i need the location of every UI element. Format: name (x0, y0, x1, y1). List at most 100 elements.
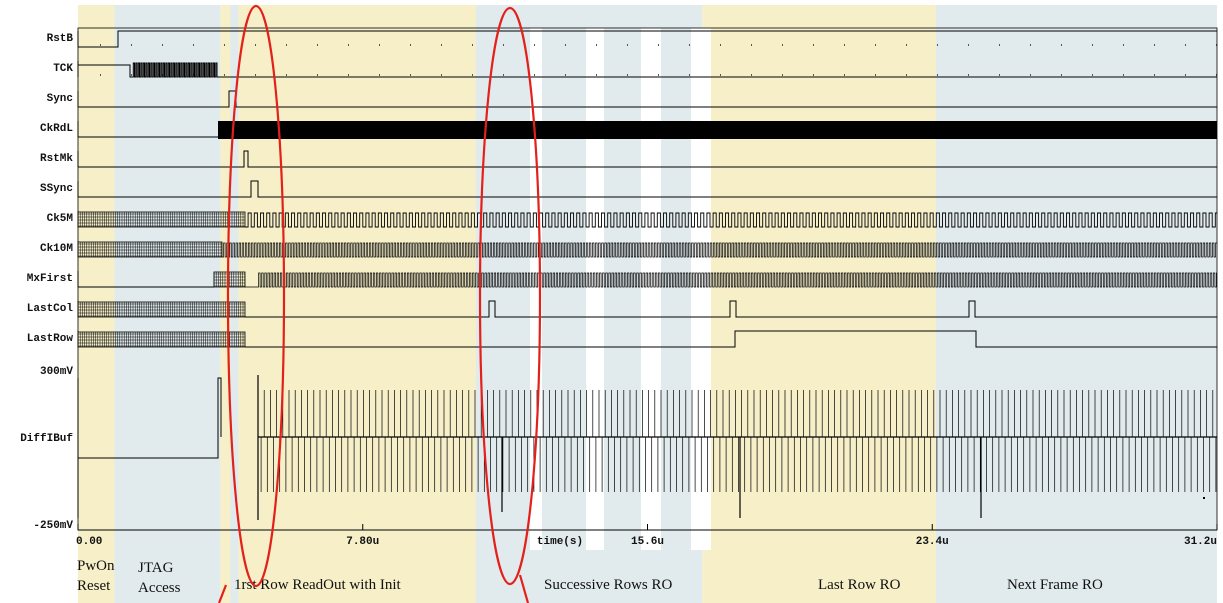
trace-diffibuf-dot (1203, 497, 1205, 499)
reference-dot (751, 44, 752, 46)
reference-dot (1061, 74, 1062, 76)
signal-label-mxfirst: MxFirst (27, 273, 73, 285)
highlight-ellipse-row-transition (478, 6, 542, 586)
trace-diffibuf-init (78, 377, 222, 459)
reference-dot (472, 74, 473, 76)
reference-dot (689, 44, 690, 46)
reference-dot (255, 44, 256, 46)
reference-dot (1061, 44, 1062, 46)
trace-lastcol-undefined (77, 301, 246, 318)
white-column-0 (530, 28, 542, 550)
reference-dot (317, 74, 318, 76)
reference-dots (100, 74, 1217, 76)
reference-dot (348, 74, 349, 76)
reference-dot (1123, 74, 1124, 76)
reference-dot (1092, 44, 1093, 46)
analog-signal-label: DiffIBuf (20, 433, 73, 445)
reference-dot (875, 44, 876, 46)
reference-dot (100, 44, 101, 46)
reference-dot (255, 74, 256, 76)
phase-band-2 (220, 5, 476, 603)
reference-dots (100, 44, 1217, 46)
reference-dot (596, 44, 597, 46)
time-axis: time(s) 0.00 7.80u 15.6u 23.4u 31.2u (76, 27, 1218, 548)
reference-dot (844, 74, 845, 76)
reference-dot (782, 74, 783, 76)
reference-dot (1030, 74, 1031, 76)
reference-dot (658, 44, 659, 46)
time-axis-unit: time(s) (537, 536, 583, 548)
white-column-2 (641, 28, 661, 550)
reference-dot (906, 44, 907, 46)
trace-rstmk (78, 150, 1217, 168)
reference-dot (968, 74, 969, 76)
trace-ck5m-undefined (77, 211, 246, 228)
reference-dot (627, 44, 628, 46)
signal-label-rstb: RstB (47, 33, 74, 45)
phase-label-3: Successive Rows RO (544, 577, 672, 593)
trace-rstb (78, 30, 1217, 48)
reference-dot (379, 44, 380, 46)
reference-dot (658, 74, 659, 76)
reference-dot (100, 74, 101, 76)
highlight-ellipse-init (226, 4, 286, 588)
reference-dot (720, 44, 721, 46)
reference-dot (1185, 74, 1186, 76)
reference-dot (410, 74, 411, 76)
reference-dot (782, 44, 783, 46)
reference-dot (1030, 44, 1031, 46)
signal-label-rstmk: RstMk (40, 153, 73, 165)
reference-dot (534, 74, 535, 76)
plot-frame (77, 27, 1218, 531)
phase-labels: PwOn Reset JTAG Access 1rst Row ReadOut with… (77, 558, 1103, 596)
reference-dot (441, 74, 442, 76)
time-axis-tick-label: 0.00 (76, 536, 102, 548)
reference-dot (317, 44, 318, 46)
trace-lastrow (245, 330, 1217, 348)
reference-dot (1216, 74, 1217, 76)
trace-ck10m-clock (222, 242, 1217, 258)
reference-dot (472, 44, 473, 46)
reference-dot (286, 74, 287, 76)
time-axis-tick-label: 23.4u (916, 536, 949, 548)
signal-traces (77, 30, 1217, 520)
reference-dot (875, 74, 876, 76)
analog-ymin-label: -250mV (33, 520, 73, 532)
time-axis-tick-label: 31.2u (1184, 536, 1217, 548)
phase-label-4: Last Row RO (818, 577, 901, 593)
reference-dot (627, 74, 628, 76)
reference-dot (131, 74, 132, 76)
signal-label-tck: TCK (53, 63, 73, 75)
reference-dot (1185, 44, 1186, 46)
trace-tck (78, 62, 1217, 78)
reference-dot (999, 44, 1000, 46)
reference-dot (937, 44, 938, 46)
reference-dot (348, 44, 349, 46)
reference-dot (534, 44, 535, 46)
reference-dot (1216, 44, 1217, 46)
trace-sync (78, 90, 1217, 108)
trace-lastcol (245, 300, 1217, 318)
trace-mxfirst-undefined (213, 271, 246, 288)
trace-ckrdl-dense (218, 121, 1217, 139)
reference-dot (813, 44, 814, 46)
signal-label-ck5m: Ck5M (47, 213, 74, 225)
signal-label-lastcol: LastCol (27, 303, 74, 315)
signal-label-ck10m: Ck10M (40, 243, 73, 255)
reference-dot (1092, 74, 1093, 76)
signal-label-ssync: SSync (40, 183, 73, 195)
reference-dot (1154, 44, 1155, 46)
highlight-ellipses (217, 4, 542, 603)
analog-ymax-label: 300mV (40, 366, 73, 378)
phase-label-1-line2: Access (138, 580, 181, 596)
trace-ck5m-clock (245, 212, 1217, 228)
reference-dot (813, 74, 814, 76)
time-axis-tick-label: 15.6u (631, 536, 664, 548)
trace-mxfirst-clock (245, 272, 1217, 288)
reference-dot (844, 44, 845, 46)
white-column-1 (586, 28, 604, 550)
phase-label-0: PwOn (77, 558, 115, 574)
reference-dot (906, 74, 907, 76)
reference-dot (689, 74, 690, 76)
